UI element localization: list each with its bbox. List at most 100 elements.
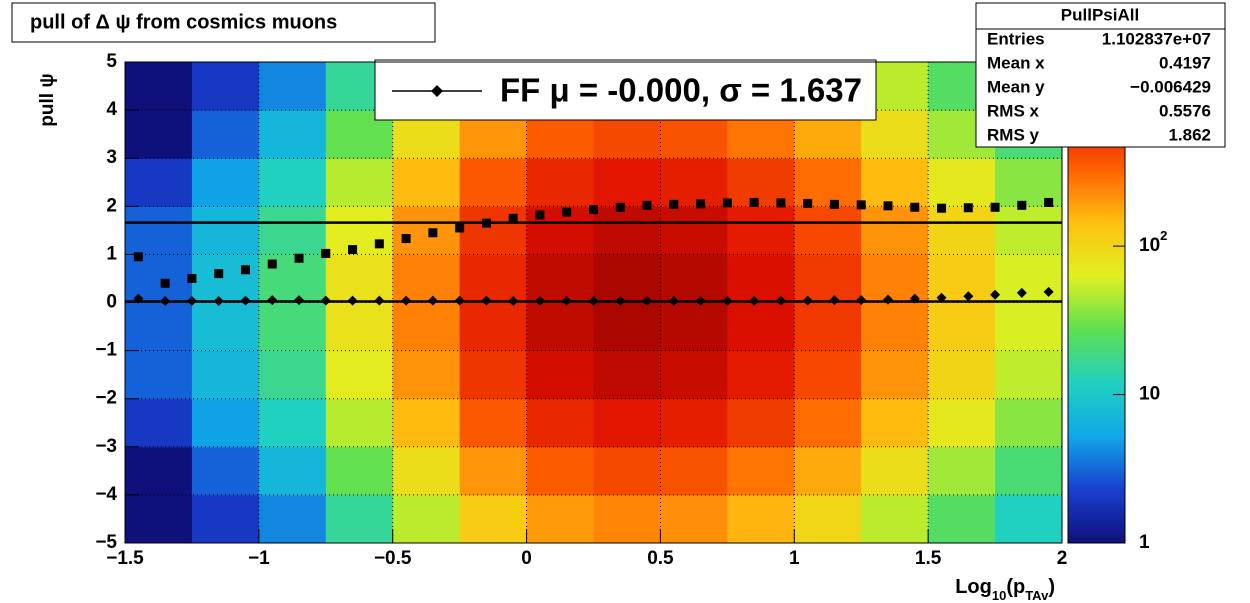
heat-cell [727, 398, 795, 448]
profile-point [240, 295, 251, 306]
profile-point [427, 295, 438, 306]
heat-cell [459, 302, 528, 352]
heat-cell [459, 398, 528, 448]
heat-cell [191, 350, 260, 400]
profile-point [1016, 287, 1027, 298]
y-tick-label: 0 [106, 292, 117, 313]
heat-cell [727, 446, 795, 496]
z-tick-label-part: 1 [1139, 532, 1150, 553]
profile-point [214, 269, 224, 279]
stats-box: PullPsiAll Entries 1.102837e+07 Mean x 0.41… [975, 2, 1226, 148]
x-tick-label: −0.5 [374, 548, 412, 569]
profile-point [481, 218, 491, 228]
heat-cell [928, 206, 996, 255]
profile-point [455, 223, 465, 233]
heat-cell [794, 254, 862, 303]
heat-cell [593, 158, 661, 207]
heat-cell [325, 302, 394, 352]
heat-cell [794, 446, 862, 496]
y-tick-label: 1 [106, 243, 117, 264]
heat-cell [258, 302, 327, 352]
heat-cell [593, 398, 661, 448]
heat-cell [928, 398, 996, 448]
y-tick-label: −4 [95, 484, 117, 505]
profile-point [990, 202, 1000, 212]
profile-point [588, 296, 599, 307]
heat-cell [191, 62, 260, 111]
heat-cell [593, 206, 661, 255]
heat-cell [794, 398, 862, 448]
heat-cell [995, 446, 1063, 496]
profile-point [213, 296, 224, 307]
heat-cell [794, 302, 862, 352]
profile-point [749, 197, 759, 207]
x-label-part: TAv [1025, 588, 1049, 603]
x-tick-label: 1.5 [915, 548, 942, 569]
heat-cell [191, 206, 260, 255]
heat-cell [125, 494, 193, 544]
stats-value: −0.006429 [1130, 77, 1211, 96]
heat-cell [258, 398, 327, 448]
heat-cell [325, 398, 394, 448]
profile-point [374, 239, 384, 249]
heat-cell [593, 494, 661, 544]
heat-cell [861, 494, 929, 544]
heat-cell [125, 62, 193, 111]
stats-frame [975, 2, 1226, 148]
heat-cell [660, 158, 728, 207]
heat-cell [526, 494, 594, 544]
x-label-part: Log [955, 576, 992, 598]
overlay [124, 61, 1063, 544]
heat-cell [928, 158, 996, 207]
heat-cell [325, 254, 394, 303]
heat-cell [727, 206, 795, 255]
heat-cell [995, 494, 1063, 544]
heat-cell [861, 254, 929, 303]
profile-point [642, 200, 652, 210]
profile-point [963, 203, 973, 213]
heat-cell [258, 494, 327, 544]
heat-cell [325, 494, 394, 544]
heat-cell [861, 158, 929, 207]
heat-cell [258, 158, 327, 207]
heat-cell [995, 254, 1063, 303]
z-tick-label: 102 [1139, 229, 1167, 257]
heat-cell [459, 206, 528, 255]
heat-cell [325, 446, 394, 496]
heat-cell [928, 494, 996, 544]
profile-point [883, 201, 893, 211]
profile-point [775, 295, 786, 306]
y-tick-label: 4 [106, 99, 117, 120]
z-tick-label: 1 [1139, 532, 1150, 553]
heat-cell [660, 350, 728, 400]
heat-cell [794, 158, 862, 207]
y-tick-label: 2 [106, 195, 117, 216]
profile-point [749, 296, 760, 307]
profile-point [722, 296, 733, 307]
heat-cell [459, 350, 528, 400]
y-axis-label: pull ψ [37, 73, 58, 126]
stats-value: 1.862 [1168, 125, 1211, 144]
stats-value: 1.102837e+07 [1102, 29, 1211, 48]
profile-point [615, 202, 625, 212]
heat-cell [125, 398, 193, 448]
heat-cell [526, 254, 594, 303]
heat-cell [191, 254, 260, 303]
heat-cell [660, 254, 728, 303]
profile-point [829, 199, 839, 209]
x-label-part: 10 [992, 588, 1006, 603]
profile-point [829, 295, 840, 306]
profile-point [910, 202, 920, 212]
y-tick-label: −3 [95, 436, 117, 457]
z-tick-label: 10 [1139, 384, 1160, 405]
profile-point [776, 198, 786, 208]
profile-point [937, 203, 947, 213]
heat-cell [191, 494, 260, 544]
x-label-part: ) [1048, 576, 1055, 598]
y-tick-label: 3 [106, 147, 117, 168]
heat-cell [526, 446, 594, 496]
stats-name: RMS y [987, 125, 1040, 144]
x-tick-label: 0.5 [647, 548, 674, 569]
heat-cell [392, 206, 461, 255]
profile-point [561, 296, 572, 307]
